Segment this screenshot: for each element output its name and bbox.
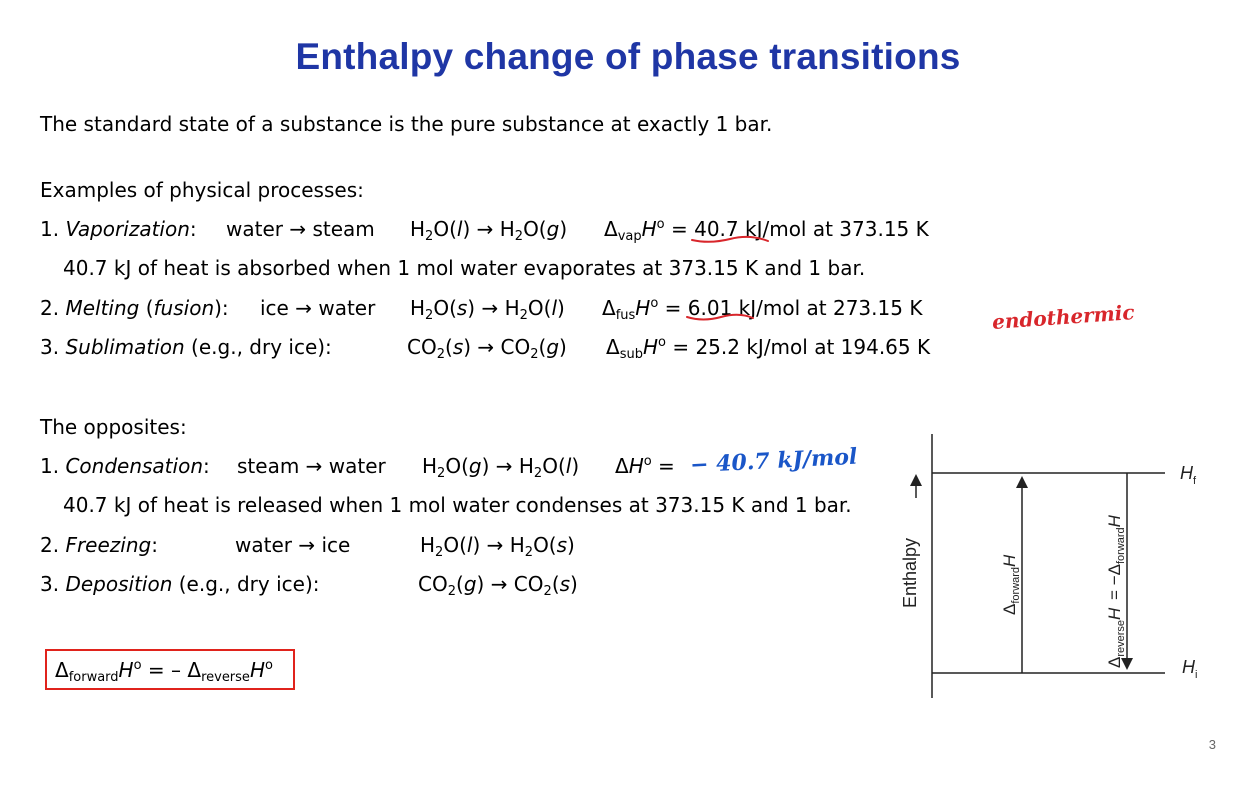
right-arrow-icon: → — [298, 533, 316, 557]
item-number: 2. — [40, 296, 60, 320]
word-to: water — [318, 296, 376, 320]
examples-header: Examples of physical processes: — [40, 178, 364, 202]
melting-words: ice → water — [260, 296, 375, 320]
sublimation-line: 3. Sublimation (e.g., dry ice): — [40, 335, 332, 359]
reverse-subscript: reverse — [201, 670, 250, 685]
red-underline-melting — [686, 313, 754, 321]
right-arrow-icon: → — [289, 217, 307, 241]
item-number: 1. — [40, 454, 60, 478]
process-name: Melting — [65, 296, 140, 320]
vaporization-note: 40.7 kJ of heat is absorbed when 1 mol w… — [63, 256, 866, 280]
initial-level-label: Hi — [1182, 657, 1197, 681]
vaporization-delta: ΔvapHo = 40.7 kJ/mol at 373.15 K — [604, 217, 929, 244]
melting-equation: H2O(s) → H2O(l) — [410, 296, 565, 323]
handwritten-condensation-value: − 40.7 kJ/mol — [689, 443, 858, 479]
reverse-arrow-label: ΔreverseH = −ΔforwardH — [1105, 514, 1127, 668]
word-to: ice — [321, 533, 351, 557]
condensation-note: 40.7 kJ of heat is released when 1 mol w… — [63, 493, 852, 517]
process-name: Vaporization — [65, 217, 190, 241]
item-number: 2. — [40, 533, 60, 557]
delta-subscript: sub — [619, 347, 643, 362]
handwritten-endothermic: endothermic — [991, 300, 1136, 334]
vaporization-words: water → steam — [226, 217, 375, 241]
freezing-words: water → ice — [235, 533, 350, 557]
process-alt-name: fusion — [153, 296, 215, 320]
item-number: 1. — [40, 217, 60, 241]
axis-label: Enthalpy — [900, 538, 920, 608]
condensation-equation: H2O(g) → H2O(l) — [422, 454, 580, 481]
vaporization-value: 40.7 kJ/mol at 373.15 K — [694, 217, 929, 241]
freezing-line: 2. Freezing: — [40, 533, 158, 557]
deposition-line: 3. Deposition (e.g., dry ice): — [40, 572, 320, 596]
process-name: Sublimation — [65, 335, 185, 359]
word-from: water — [226, 217, 283, 241]
condensation-line: 1. Condensation: — [40, 454, 210, 478]
word-to: steam — [312, 217, 375, 241]
enthalpy-diagram: Enthalpy Hf Hi ΔforwardH ΔreverseH = −Δf… — [900, 434, 1197, 698]
process-name: Deposition — [65, 572, 173, 596]
key-relation-box: ΔforwardHo = – ΔreverseHo — [45, 649, 295, 690]
process-name: Freezing — [65, 533, 152, 557]
right-arrow-icon: → — [305, 454, 323, 478]
right-arrow-icon: → — [295, 296, 312, 320]
word-from: water — [235, 533, 292, 557]
delta-subscript: vap — [617, 229, 642, 244]
red-underline-vaporization — [691, 235, 769, 243]
intro-text: The standard state of a substance is the… — [40, 112, 773, 136]
forward-arrow-label: ΔforwardH — [1000, 554, 1022, 615]
freezing-equation: H2O(l) → H2O(s) — [420, 533, 575, 560]
melting-delta: ΔfusHo = 6.01 kJ/mol at 273.15 K — [602, 296, 923, 323]
melting-line: 2. Melting (fusion): — [40, 296, 229, 320]
condensation-words: steam → water — [237, 454, 386, 478]
deposition-equation: CO2(g) → CO2(s) — [418, 572, 578, 599]
vaporization-line: 1. Vaporization: — [40, 217, 197, 241]
opposites-header: The opposites: — [40, 415, 187, 439]
final-level-label: Hf — [1180, 463, 1197, 487]
item-number: 3. — [40, 572, 60, 596]
process-qualifier: (e.g., dry ice): — [178, 572, 320, 596]
word-from: ice — [260, 296, 289, 320]
sublimation-value: 25.2 kJ/mol at 194.65 K — [695, 335, 931, 359]
forward-subscript: forward — [68, 670, 119, 685]
sublimation-equation: CO2(s) → CO2(g) — [407, 335, 567, 362]
page-number: 3 — [1208, 737, 1216, 752]
process-name: Condensation — [65, 454, 203, 478]
colon: : — [189, 217, 197, 241]
word-to: water — [328, 454, 386, 478]
delta-subscript: fus — [615, 308, 636, 323]
word-from: steam — [237, 454, 300, 478]
item-number: 3. — [40, 335, 60, 359]
condensation-delta: ΔHo = — [615, 454, 675, 478]
process-qualifier: (e.g., dry ice): — [191, 335, 332, 359]
sublimation-delta: ΔsubHo = 25.2 kJ/mol at 194.65 K — [606, 335, 931, 362]
vaporization-equation: H2O(l) → H2O(g) — [410, 217, 568, 244]
slide-title: Enthalpy change of phase transitions — [295, 36, 961, 77]
